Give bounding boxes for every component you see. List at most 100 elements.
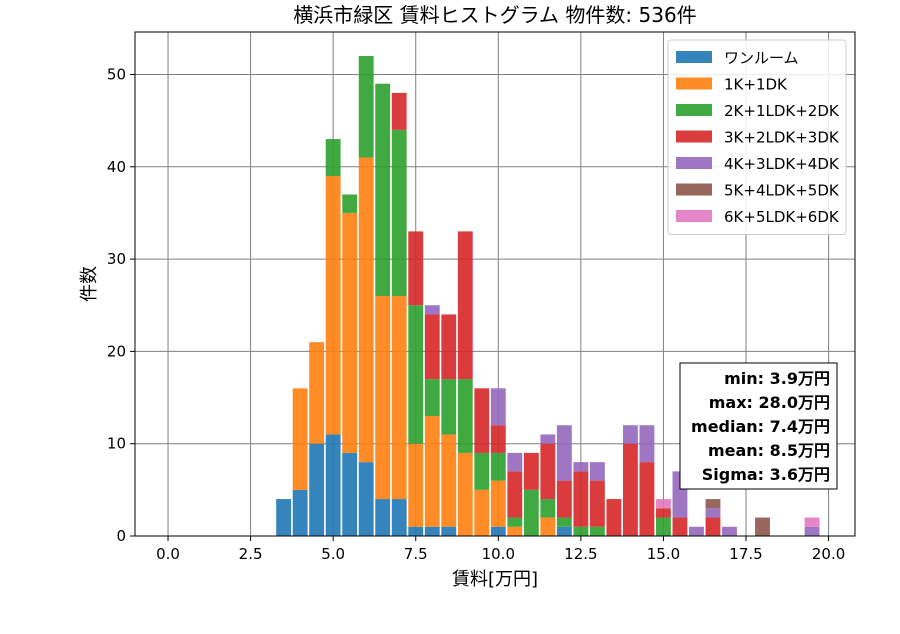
y-tick-label: 0 <box>116 527 126 545</box>
histogram-bar <box>292 489 308 536</box>
histogram-bar <box>441 526 457 536</box>
bars <box>276 56 820 536</box>
histogram-bar <box>622 425 638 444</box>
histogram-bar <box>705 499 721 509</box>
histogram-bar <box>325 139 341 176</box>
histogram-bar <box>358 157 374 463</box>
x-tick-label: 0.0 <box>156 545 180 563</box>
histogram-bar <box>424 379 440 416</box>
histogram-bar <box>540 434 556 444</box>
x-axis: 0.0 2.5 5.0 7.5 10.0 12.5 15.0 17.5 20.0 <box>156 536 845 563</box>
histogram-bar <box>424 416 440 527</box>
histogram-bar <box>358 462 374 536</box>
histogram-bar <box>705 508 721 518</box>
histogram-bar <box>573 462 589 472</box>
histogram-bar <box>342 452 358 536</box>
x-tick-label: 17.5 <box>729 545 762 563</box>
y-tick-label: 10 <box>107 435 126 453</box>
y-axis: 0 10 20 30 40 50 <box>107 65 135 545</box>
stats-line: min: 3.9万円 <box>724 369 830 388</box>
histogram-bar <box>804 517 820 527</box>
histogram-bar <box>507 471 523 518</box>
histogram-bar <box>342 212 358 453</box>
histogram-bar <box>424 305 440 315</box>
histogram-bar <box>325 434 341 536</box>
histogram-bar <box>556 425 572 481</box>
histogram-bar <box>391 499 407 536</box>
histogram-bar <box>639 425 655 463</box>
histogram-bar <box>589 526 605 536</box>
histogram-bar <box>490 452 506 481</box>
legend-label: ワンルーム <box>724 49 799 67</box>
histogram-bar <box>507 517 523 527</box>
legend-swatch <box>676 51 712 63</box>
histogram-bar <box>540 499 556 518</box>
x-tick-label: 15.0 <box>647 545 680 563</box>
x-tick-label: 10.0 <box>482 545 515 563</box>
histogram-bar <box>689 526 704 536</box>
x-tick-label: 12.5 <box>564 545 597 563</box>
histogram-bar <box>375 296 391 500</box>
histogram-bar <box>424 314 440 380</box>
histogram-bar <box>309 443 325 536</box>
histogram-bar <box>391 92 407 130</box>
histogram-bar <box>656 517 671 536</box>
stats-line: Sigma: 3.6万円 <box>702 465 830 484</box>
x-tick-label: 20.0 <box>812 545 845 563</box>
histogram-bar <box>408 231 424 306</box>
x-tick-label: 2.5 <box>239 545 263 563</box>
stats-frame <box>679 362 838 490</box>
histogram-bar <box>490 388 506 426</box>
histogram-bar <box>622 443 638 536</box>
x-tick-label: 7.5 <box>404 545 428 563</box>
histogram-bar <box>755 517 770 536</box>
histogram-bar <box>375 83 391 296</box>
stats-line: mean: 8.5万円 <box>708 441 830 460</box>
histogram-bar <box>457 231 473 380</box>
histogram-bar <box>540 443 556 500</box>
histogram-bar <box>589 480 605 527</box>
histogram-bar <box>573 471 589 527</box>
histogram-bar <box>391 129 407 296</box>
histogram-bar <box>540 517 556 536</box>
histogram-bar <box>490 480 506 527</box>
stats-line: max: 28.0万円 <box>709 393 830 412</box>
legend-swatch <box>676 157 712 169</box>
histogram-bar <box>639 462 655 536</box>
legend-label: 2K+1LDK+2DK <box>724 102 840 120</box>
y-tick-label: 40 <box>107 158 126 176</box>
histogram-bar <box>589 462 605 481</box>
histogram-bar <box>656 499 671 509</box>
stats-box: min: 3.9万円 max: 28.0万円 median: 7.4万円 mean: … <box>679 362 838 490</box>
histogram-bar <box>556 526 572 536</box>
histogram-bar <box>490 425 506 453</box>
x-axis-label: 賃料[万円] <box>452 569 538 590</box>
histogram-bar <box>292 388 308 490</box>
plot-frame <box>134 31 856 537</box>
histogram-bar <box>309 342 325 444</box>
histogram-bar <box>457 379 473 453</box>
histogram-bar <box>556 517 572 527</box>
y-axis-label: 件数 <box>79 266 100 302</box>
histogram-bar <box>672 517 688 536</box>
y-tick-label: 20 <box>107 342 126 360</box>
histogram-bar <box>722 526 737 536</box>
histogram-bar <box>523 489 539 536</box>
histogram-bar <box>457 452 473 536</box>
x-tick-label: 5.0 <box>321 545 345 563</box>
histogram-bar <box>474 489 490 536</box>
legend-label: 3K+2LDK+3DK <box>724 129 840 147</box>
histogram-bar <box>441 434 457 527</box>
legend-label: 6K+5LDK+6DK <box>724 208 840 226</box>
histogram-bar <box>375 499 391 536</box>
histogram-bar <box>507 526 523 536</box>
histogram-bar <box>408 305 424 444</box>
legend-label: 5K+4LDK+5DK <box>724 182 840 200</box>
chart-title: 横浜市緑区 賃料ヒストグラム 物件数: 536件 <box>293 3 696 27</box>
histogram-bar <box>441 379 457 435</box>
histogram-bar <box>424 526 440 536</box>
histogram-bar <box>490 526 506 536</box>
histogram-bar <box>474 388 490 453</box>
